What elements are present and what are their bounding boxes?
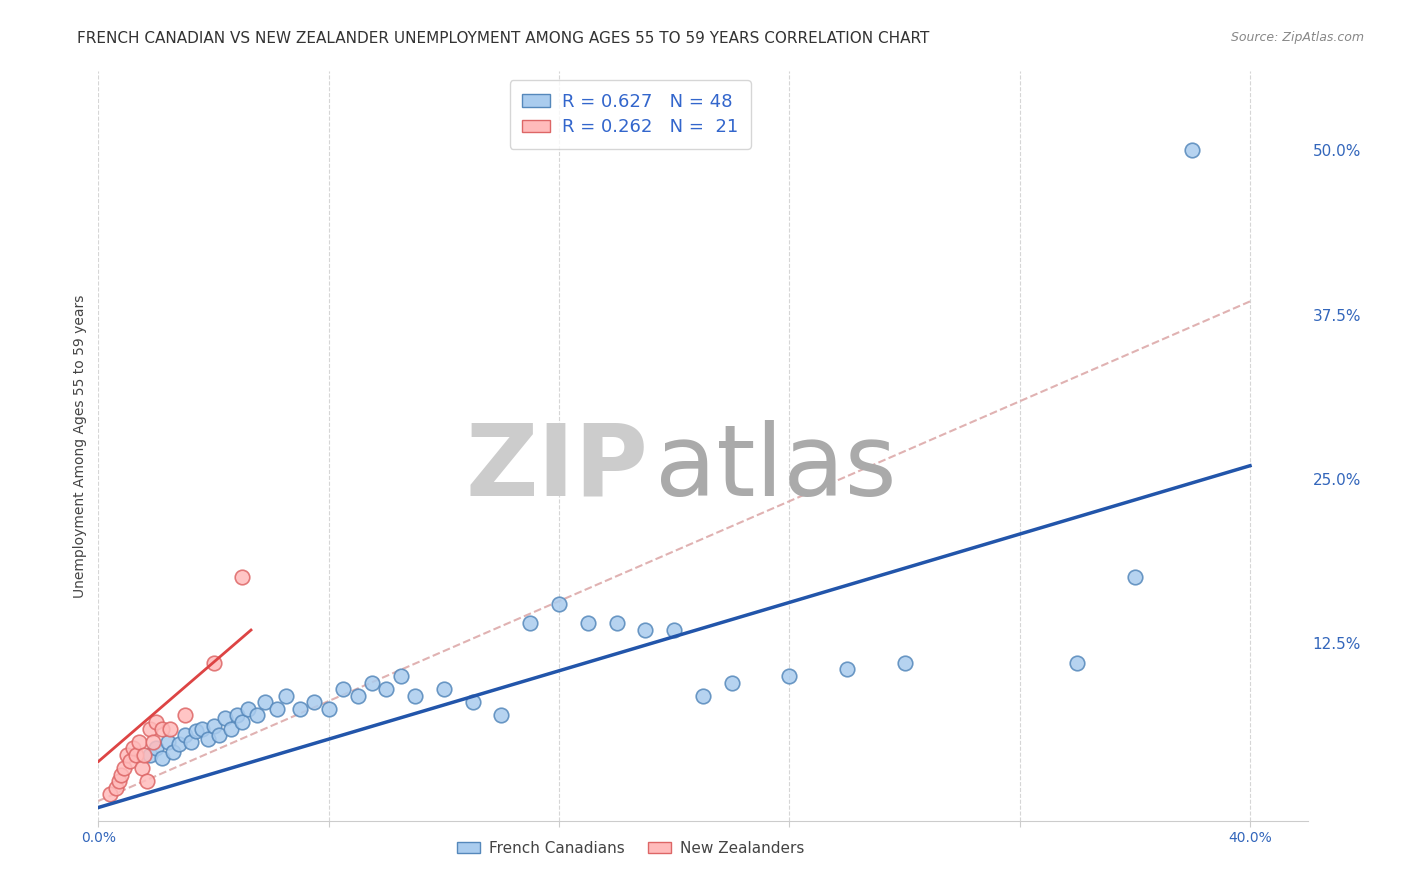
Point: [304, 695, 326, 709]
Point: [778, 669, 800, 683]
Point: [156, 735, 179, 749]
Point: [159, 722, 181, 736]
Point: [167, 738, 190, 752]
Y-axis label: Unemployment Among Ages 55 to 59 years: Unemployment Among Ages 55 to 59 years: [73, 294, 87, 598]
Point: [491, 708, 513, 723]
Point: [664, 623, 686, 637]
Point: [1123, 570, 1146, 584]
Point: [361, 675, 384, 690]
Point: [254, 695, 277, 709]
Text: Source: ZipAtlas.com: Source: ZipAtlas.com: [1230, 31, 1364, 45]
Text: atlas: atlas: [655, 420, 896, 517]
Point: [145, 714, 167, 729]
Point: [191, 722, 214, 736]
Point: [835, 663, 858, 677]
Point: [202, 656, 225, 670]
Point: [125, 747, 148, 762]
Point: [208, 728, 231, 742]
Point: [246, 708, 269, 723]
Text: ZIP: ZIP: [465, 420, 648, 517]
Point: [519, 616, 541, 631]
Point: [150, 722, 173, 736]
Point: [173, 708, 195, 723]
Point: [461, 695, 484, 709]
Point: [318, 702, 340, 716]
Point: [576, 616, 599, 631]
Point: [274, 689, 297, 703]
Point: [634, 623, 657, 637]
Point: [1066, 656, 1088, 670]
Point: [139, 722, 162, 736]
Point: [288, 702, 311, 716]
Point: [219, 722, 242, 736]
Point: [162, 745, 184, 759]
Point: [139, 747, 162, 762]
Point: [115, 747, 138, 762]
Point: [150, 750, 173, 764]
Point: [197, 732, 219, 747]
Point: [214, 711, 236, 725]
Point: [893, 656, 915, 670]
Point: [433, 682, 456, 697]
Legend: French Canadians, New Zealanders: French Canadians, New Zealanders: [451, 835, 810, 862]
Point: [112, 761, 135, 775]
Point: [145, 741, 167, 756]
Point: [404, 689, 426, 703]
Point: [110, 767, 132, 781]
Point: [136, 774, 159, 789]
Point: [180, 735, 202, 749]
Text: FRENCH CANADIAN VS NEW ZEALANDER UNEMPLOYMENT AMONG AGES 55 TO 59 YEARS CORRELAT: FRENCH CANADIAN VS NEW ZEALANDER UNEMPLO…: [77, 31, 929, 46]
Point: [332, 682, 354, 697]
Point: [202, 719, 225, 733]
Point: [236, 702, 259, 716]
Point: [375, 682, 398, 697]
Point: [173, 728, 195, 742]
Point: [266, 702, 288, 716]
Point: [122, 741, 145, 756]
Point: [107, 774, 129, 789]
Point: [134, 747, 156, 762]
Point: [128, 735, 150, 749]
Point: [346, 689, 368, 703]
Point: [131, 761, 153, 775]
Point: [1181, 143, 1204, 157]
Point: [389, 669, 412, 683]
Point: [231, 570, 253, 584]
Point: [231, 714, 253, 729]
Point: [98, 788, 121, 802]
Point: [606, 616, 628, 631]
Point: [142, 735, 165, 749]
Point: [225, 708, 247, 723]
Point: [104, 780, 127, 795]
Point: [120, 755, 142, 769]
Point: [186, 724, 208, 739]
Point: [548, 597, 571, 611]
Point: [720, 675, 742, 690]
Point: [692, 689, 714, 703]
